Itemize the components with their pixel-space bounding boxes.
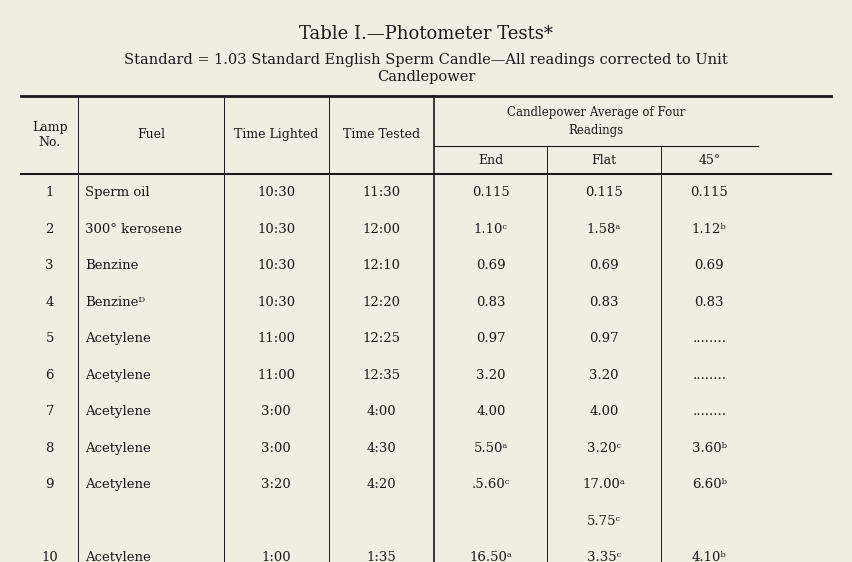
- Text: 16.50ᵃ: 16.50ᵃ: [469, 551, 512, 562]
- Text: Readings: Readings: [568, 124, 624, 138]
- Text: Sperm oil: Sperm oil: [85, 186, 149, 199]
- Text: 10: 10: [41, 551, 58, 562]
- Text: 11:00: 11:00: [257, 332, 296, 345]
- Text: Candlepower Average of Four: Candlepower Average of Four: [507, 106, 685, 119]
- Text: 4:30: 4:30: [366, 442, 396, 455]
- Text: 11:30: 11:30: [362, 186, 400, 199]
- Text: 300° kerosene: 300° kerosene: [85, 223, 181, 235]
- Text: 12:25: 12:25: [362, 332, 400, 345]
- Text: ........: ........: [693, 332, 726, 345]
- Text: 0.69: 0.69: [476, 259, 505, 272]
- Text: 10:30: 10:30: [257, 186, 296, 199]
- Text: 0.83: 0.83: [476, 296, 505, 309]
- Text: Standard = 1.03 Standard English Sperm Candle—All readings corrected to Unit: Standard = 1.03 Standard English Sperm C…: [124, 53, 728, 67]
- Text: 0.83: 0.83: [590, 296, 619, 309]
- Text: 3:00: 3:00: [262, 442, 291, 455]
- Text: 4:20: 4:20: [366, 478, 396, 491]
- Text: 6.60ᵇ: 6.60ᵇ: [692, 478, 727, 491]
- Text: 12:10: 12:10: [362, 259, 400, 272]
- Text: 3.60ᵇ: 3.60ᵇ: [692, 442, 727, 455]
- Text: Acetylene: Acetylene: [85, 478, 151, 491]
- Text: 4.00: 4.00: [476, 405, 505, 418]
- Text: 0.115: 0.115: [690, 186, 728, 199]
- Text: 0.97: 0.97: [476, 332, 505, 345]
- Text: 10:30: 10:30: [257, 259, 296, 272]
- Text: 3:20: 3:20: [262, 478, 291, 491]
- Text: 8: 8: [45, 442, 54, 455]
- Text: 3:00: 3:00: [262, 405, 291, 418]
- Text: Time Tested: Time Tested: [343, 128, 420, 142]
- Text: Acetylene: Acetylene: [85, 332, 151, 345]
- Text: 3.20ᶜ: 3.20ᶜ: [587, 442, 621, 455]
- Text: 12:35: 12:35: [362, 369, 400, 382]
- Text: 0.97: 0.97: [590, 332, 619, 345]
- Text: Time Lighted: Time Lighted: [234, 128, 319, 142]
- Text: 4:00: 4:00: [366, 405, 396, 418]
- Text: Lamp
No.: Lamp No.: [32, 121, 67, 149]
- Text: Benzine: Benzine: [85, 259, 138, 272]
- Text: 2: 2: [45, 223, 54, 235]
- Text: 0.115: 0.115: [585, 186, 623, 199]
- Text: Benzineᴰ: Benzineᴰ: [85, 296, 145, 309]
- Text: ........: ........: [693, 369, 726, 382]
- Text: 1:00: 1:00: [262, 551, 291, 562]
- Text: 0.83: 0.83: [694, 296, 724, 309]
- Text: 6: 6: [45, 369, 54, 382]
- Text: 3: 3: [45, 259, 54, 272]
- Text: Candlepower: Candlepower: [377, 70, 475, 84]
- Text: 1: 1: [45, 186, 54, 199]
- Text: 1.12ᵇ: 1.12ᵇ: [692, 223, 727, 235]
- Text: Acetylene: Acetylene: [85, 551, 151, 562]
- Text: Acetylene: Acetylene: [85, 369, 151, 382]
- Text: 1.10ᶜ: 1.10ᶜ: [474, 223, 508, 235]
- Text: 5.50ᵃ: 5.50ᵃ: [474, 442, 508, 455]
- Text: 4: 4: [45, 296, 54, 309]
- Text: Fuel: Fuel: [137, 128, 164, 142]
- Text: Table I.—Photometer Tests*: Table I.—Photometer Tests*: [299, 25, 553, 43]
- Text: 0.115: 0.115: [472, 186, 509, 199]
- Text: 3.35ᶜ: 3.35ᶜ: [587, 551, 621, 562]
- Text: 1.58ᵃ: 1.58ᵃ: [587, 223, 621, 235]
- Text: 1:35: 1:35: [366, 551, 396, 562]
- Text: 10:30: 10:30: [257, 223, 296, 235]
- Text: End: End: [478, 153, 504, 167]
- Text: 5: 5: [45, 332, 54, 345]
- Text: 12:00: 12:00: [362, 223, 400, 235]
- Text: 0.69: 0.69: [590, 259, 619, 272]
- Text: 3.20: 3.20: [590, 369, 619, 382]
- Text: 4.00: 4.00: [590, 405, 619, 418]
- Text: 0.69: 0.69: [694, 259, 724, 272]
- Text: ........: ........: [693, 405, 726, 418]
- Text: 11:00: 11:00: [257, 369, 296, 382]
- Text: 12:20: 12:20: [362, 296, 400, 309]
- Text: 4.10ᵇ: 4.10ᵇ: [692, 551, 727, 562]
- Text: Acetylene: Acetylene: [85, 442, 151, 455]
- Text: 3.20: 3.20: [476, 369, 505, 382]
- Text: 9: 9: [45, 478, 54, 491]
- Text: 5.75ᶜ: 5.75ᶜ: [587, 515, 621, 528]
- Text: .5.60ᶜ: .5.60ᶜ: [472, 478, 509, 491]
- Text: 17.00ᵃ: 17.00ᵃ: [583, 478, 625, 491]
- Text: 45°: 45°: [698, 153, 721, 167]
- Text: Flat: Flat: [591, 153, 617, 167]
- Text: 7: 7: [45, 405, 54, 418]
- Text: 10:30: 10:30: [257, 296, 296, 309]
- Text: Acetylene: Acetylene: [85, 405, 151, 418]
